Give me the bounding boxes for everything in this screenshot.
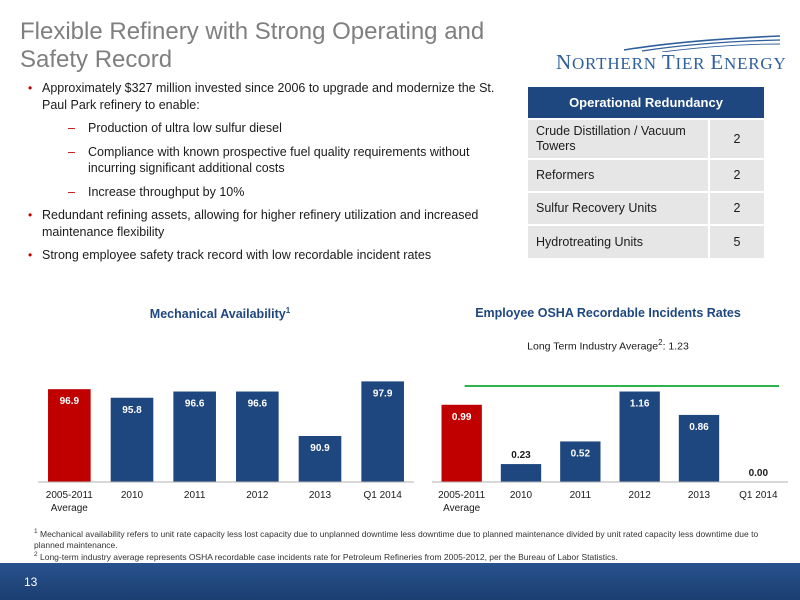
category-label: 2013 xyxy=(688,490,711,501)
bar xyxy=(678,414,720,482)
category-label: Average xyxy=(443,503,481,514)
row-label: Reformers xyxy=(528,158,709,192)
bar xyxy=(619,391,660,482)
row-value: 5 xyxy=(708,224,764,258)
data-label: 0.86 xyxy=(689,422,709,433)
logo-wordmark: NORTHERN TIER ENERGY xyxy=(556,50,787,74)
footnote-2: 2 Long-term industry average represents … xyxy=(34,551,618,562)
page-number: 13 xyxy=(24,575,38,589)
row-value: 2 xyxy=(708,191,764,225)
sub-bullet-throughput: Increase throughput by 10% xyxy=(26,184,506,201)
mechanical-availability-chart: 96.9 2005-2011 Average 95.8 2010 96.6 2011 96.6… xyxy=(38,381,414,514)
logo-swoosh-icon xyxy=(623,35,781,52)
bar xyxy=(48,389,91,482)
data-label: 96.6 xyxy=(248,399,268,410)
page-title-line-1: Flexible Refinery with Strong Operating … xyxy=(20,18,485,45)
category-label: 2013 xyxy=(309,490,332,501)
category-label: 2011 xyxy=(184,490,206,501)
bullet-safety-record: Strong employee safety track record with… xyxy=(26,247,506,264)
data-label: 0.52 xyxy=(571,448,591,459)
bullet-redundant-assets: Redundant refining assets, allowing for … xyxy=(26,207,506,240)
bar xyxy=(298,435,342,482)
row-value: 2 xyxy=(708,158,764,192)
data-label: 97.9 xyxy=(373,388,393,399)
industry-average-label: Long Term Industry Average2: 1.23 xyxy=(527,338,689,353)
table-row: Crude Distillation / Vacuum Towers 2 xyxy=(528,118,764,159)
category-label: 2011 xyxy=(570,490,592,501)
category-label: 2010 xyxy=(510,490,533,501)
bar xyxy=(361,381,404,482)
bar xyxy=(441,404,482,482)
data-label: 90.9 xyxy=(310,443,330,454)
bar xyxy=(173,391,216,482)
category-label: Q1 2014 xyxy=(363,490,402,501)
footnote-1: 1 Mechanical availability refers to unit… xyxy=(34,528,759,550)
bar xyxy=(500,464,542,482)
company-logo: NORTHERN TIER ENERGY xyxy=(556,34,787,74)
row-label: Sulfur Recovery Units xyxy=(528,191,709,225)
mechanical-availability-title: Mechanical Availability1 xyxy=(149,306,291,322)
bullet-investment: Approximately $327 million invested sinc… xyxy=(26,80,506,113)
footer-bar: 13 xyxy=(0,563,800,600)
data-label: 96.6 xyxy=(185,399,205,410)
category-label: 2005-2011 xyxy=(46,490,94,501)
data-label: 95.8 xyxy=(122,405,142,416)
table-row: Reformers 2 xyxy=(528,158,764,192)
bar xyxy=(236,391,279,482)
category-label: 2010 xyxy=(121,490,144,501)
data-label: 1.16 xyxy=(630,399,650,410)
data-label: 0.00 xyxy=(749,468,769,479)
data-label: 0.99 xyxy=(452,412,472,423)
table-row: Sulfur Recovery Units 2 xyxy=(528,191,764,225)
category-label: 2012 xyxy=(629,490,652,501)
data-label: 0.23 xyxy=(511,450,531,461)
osha-incidents-title: Employee OSHA Recordable Incidents Rates xyxy=(475,306,741,320)
data-label: 96.9 xyxy=(60,396,80,407)
table-row: Hydrotreating Units 5 xyxy=(528,224,764,258)
bullet-list: Approximately $327 million invested sinc… xyxy=(26,80,506,271)
osha-incidents-chart: 0.99 2005-2011 Average 0.23 2010 0.52 2011 1.16… xyxy=(432,385,788,514)
row-label: Crude Distillation / Vacuum Towers xyxy=(528,118,709,159)
category-label: 2005-2011 xyxy=(438,490,486,501)
row-label: Hydrotreating Units xyxy=(528,224,709,258)
operational-redundancy-table: Operational Redundancy Crude Distillatio… xyxy=(528,87,764,258)
table-header: Operational Redundancy xyxy=(528,87,764,119)
sub-bullet-compliance: Compliance with known prospective fuel q… xyxy=(26,144,506,177)
bar xyxy=(110,397,154,482)
sub-bullet-ulsd: Production of ultra low sulfur diesel xyxy=(26,120,506,137)
page-title: Flexible Refinery with Strong Operating … xyxy=(20,18,540,74)
category-label: 2012 xyxy=(246,490,269,501)
category-label: Average xyxy=(51,503,89,514)
category-label: Q1 2014 xyxy=(739,490,778,501)
bar xyxy=(560,441,601,482)
row-value: 2 xyxy=(708,118,764,159)
page-title-line-2: Safety Record xyxy=(20,46,173,73)
